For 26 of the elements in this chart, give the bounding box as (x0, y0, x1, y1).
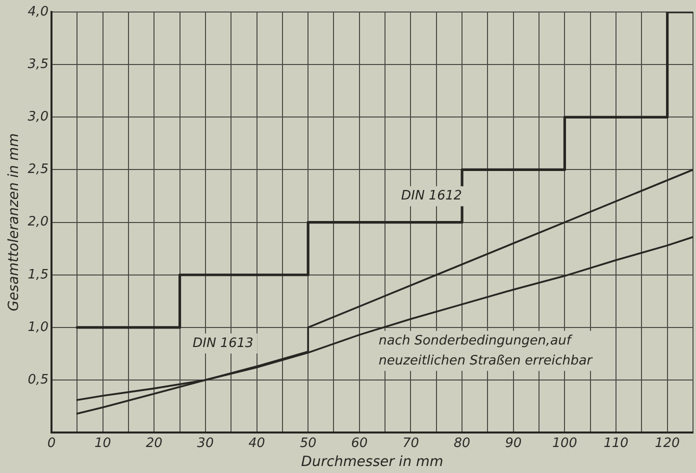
x-tick-label: 80 (454, 436, 470, 451)
series-label: DIN 1612 (401, 188, 462, 204)
series-label: DIN 1613 (192, 336, 254, 351)
x-axis-title: Durchmesser in mm (301, 454, 444, 470)
y-tick-label: 4,0 (28, 4, 48, 20)
x-tick-label: 90 (505, 436, 522, 451)
x-tick-label: 60 (351, 436, 368, 451)
x-tick-label: 20 (146, 436, 162, 451)
x-tick-label: 50 (300, 436, 316, 451)
x-tick-label: 0 (47, 436, 56, 451)
y-tick-label: 2,5 (28, 162, 48, 178)
x-tick-label: 110 (604, 436, 628, 451)
x-tick-label: 40 (248, 436, 266, 451)
y-tick-label: 3,5 (28, 56, 48, 72)
y-tick-label: 0,5 (28, 372, 48, 388)
x-tick-label: 10 (94, 436, 112, 451)
y-tick-label: 1,5 (28, 267, 48, 282)
y-axis-title: Gesamttoleranzen in mm (6, 133, 22, 312)
series-label: nach Sonderbedingungen,auf neuzeitlichen Straßen erreichbar (378, 333, 594, 368)
x-tick-label: 120 (654, 436, 680, 451)
x-tick-label: 100 (552, 436, 578, 451)
y-tick-label: 1,0 (28, 320, 48, 335)
x-tick-label: 70 (402, 436, 419, 451)
x-tick-label: 30 (197, 436, 214, 451)
y-tick-label: 3,0 (28, 110, 48, 125)
y-tick-label: 2,0 (28, 214, 48, 230)
